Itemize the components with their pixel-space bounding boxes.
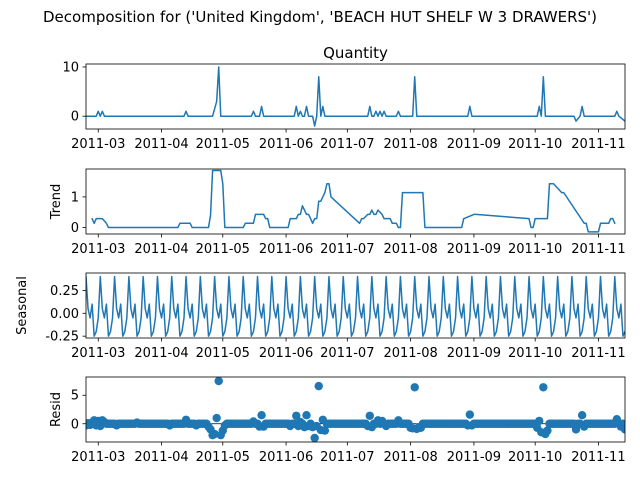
seasonal-ytick-label: 0.00 <box>50 307 79 322</box>
resid-point <box>302 411 311 420</box>
seasonal-xtick-label: 2011-07 <box>320 346 374 361</box>
resid-xtick-label: 2011-08 <box>383 450 437 465</box>
resid-point <box>257 411 266 420</box>
trend-panel: 0 1 2011-03 2011-04 2011-05 2011-06 2011-07 201… <box>49 168 626 257</box>
resid-point <box>314 381 323 391</box>
trend-xtick-label: 2011-11 <box>571 242 625 257</box>
trend-line <box>91 169 616 233</box>
quantity-xtick-label: 2011-11 <box>571 137 625 152</box>
quantity-xtick-label: 2011-09 <box>447 137 501 152</box>
trend-ytick-label: 1 <box>71 190 79 205</box>
resid-xtick-label: 2011-11 <box>571 450 625 465</box>
seasonal-xtick-label: 2011-04 <box>134 346 188 361</box>
resid-point <box>365 411 374 420</box>
quantity-xtick-label: 2011-08 <box>383 137 437 152</box>
resid-point <box>410 383 419 392</box>
seasonal-panel: -0.25 0.00 0.25 2011-03 2011-04 2011-05 2011-0… <box>15 272 626 361</box>
trend-xtick-label: 2011-10 <box>508 242 562 257</box>
seasonal-ytick-label: 0.25 <box>50 284 79 299</box>
resid-xtick-label: 2011-07 <box>320 450 374 465</box>
trend-xtick-label: 2011-04 <box>134 242 188 257</box>
resid-point <box>543 426 552 435</box>
seasonal-xtick-label: 2011-06 <box>259 346 313 361</box>
resid-point <box>539 383 548 392</box>
seasonal-ytick-label: -0.25 <box>45 330 79 345</box>
resid-panel: 0 5 2011-03 2011-04 2011-05 2011-06 2011-07 201… <box>49 376 626 465</box>
quantity-panel: 0 10 2011-03 2011-04 2011-05 2011-06 2011-07 20… <box>62 44 625 152</box>
seasonal-xtick-label: 2011-05 <box>196 346 250 361</box>
quantity-xtick-label: 2011-07 <box>320 137 374 152</box>
resid-point <box>535 416 544 426</box>
trend-xtick-label: 2011-07 <box>320 242 374 257</box>
resid-point <box>214 377 223 386</box>
trend-ylabel: Trend <box>49 184 64 221</box>
resid-xtick-label: 2011-09 <box>447 450 501 465</box>
resid-xtick-label: 2011-03 <box>71 450 125 465</box>
quantity-xtick-label: 2011-04 <box>134 137 188 152</box>
quantity-series <box>86 66 625 127</box>
resid-xtick-label: 2011-04 <box>134 450 188 465</box>
trend-xtick-label: 2011-09 <box>447 242 501 257</box>
resid-point <box>292 411 301 420</box>
resid-axes-frame <box>85 376 626 443</box>
seasonal-ylabel: Seasonal <box>15 276 30 335</box>
figure-suptitle: Decomposition for ('United Kingdom', 'BE… <box>43 8 597 26</box>
quantity-title: Quantity <box>323 44 388 62</box>
seasonal-axes-frame <box>85 272 626 339</box>
quantity-ytick-label: 10 <box>62 60 79 75</box>
resid-point <box>577 411 587 420</box>
seasonal-line <box>86 275 625 337</box>
trend-series <box>91 169 616 233</box>
resid-series <box>86 377 625 442</box>
trend-axes-frame <box>85 168 626 235</box>
resid-ylabel: Resid <box>49 392 64 427</box>
quantity-xtick-label: 2011-05 <box>196 137 250 152</box>
resid-point <box>212 413 221 423</box>
quantity-axes-frame <box>85 63 626 130</box>
resid-point <box>320 426 330 435</box>
trend-xtick-label: 2011-03 <box>71 242 125 257</box>
seasonal-xtick-label: 2011-09 <box>447 346 501 361</box>
quantity-ytick-label: 0 <box>71 110 79 125</box>
trend-ytick-label: 0 <box>71 221 79 236</box>
quantity-xtick-label: 2011-10 <box>508 137 562 152</box>
resid-point <box>310 433 319 442</box>
quantity-line <box>86 66 625 127</box>
resid-xtick-label: 2011-05 <box>196 450 250 465</box>
resid-ytick-label: 5 <box>71 389 79 404</box>
resid-ytick-label: 0 <box>71 417 79 432</box>
quantity-xtick-label: 2011-06 <box>259 137 313 152</box>
trend-xtick-label: 2011-08 <box>383 242 437 257</box>
seasonal-series <box>86 275 625 337</box>
trend-xtick-label: 2011-06 <box>259 242 313 257</box>
resid-point <box>620 425 625 434</box>
seasonal-xtick-label: 2011-08 <box>383 346 437 361</box>
seasonal-xtick-label: 2011-11 <box>571 346 625 361</box>
resid-xtick-label: 2011-10 <box>508 450 562 465</box>
resid-point <box>465 410 475 419</box>
seasonal-xtick-label: 2011-10 <box>508 346 562 361</box>
seasonal-xtick-label: 2011-03 <box>71 346 125 361</box>
trend-xtick-label: 2011-05 <box>196 242 250 257</box>
quantity-xtick-label: 2011-03 <box>71 137 125 152</box>
resid-xtick-label: 2011-06 <box>259 450 313 465</box>
